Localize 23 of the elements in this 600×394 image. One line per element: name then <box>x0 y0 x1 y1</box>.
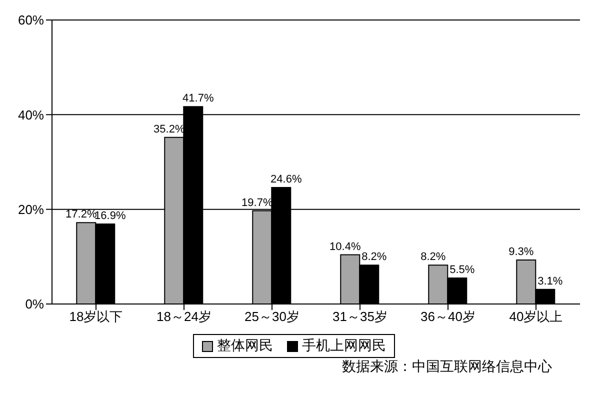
x-tick-label: 25～30岁 <box>244 309 300 324</box>
text: 9.3% <box>508 246 534 258</box>
legend-label: 手机上网网民 <box>301 337 386 355</box>
text: 3.1% <box>538 275 563 288</box>
text: 41.7% <box>182 92 214 105</box>
source-note: 数据来源：中国互联网络信息中心 <box>341 358 553 376</box>
legend-label: 整体网民 <box>216 337 273 355</box>
text: 10.4% <box>330 240 361 253</box>
x-tick-label: 31～35岁 <box>332 309 388 324</box>
x-tick-label: 40岁以上 <box>509 309 563 324</box>
text: 17.2% <box>66 208 97 221</box>
text: 8.2% <box>362 251 387 264</box>
text: 24.6% <box>270 174 302 186</box>
text: 8.2% <box>420 251 446 264</box>
text: 5.5% <box>450 264 475 276</box>
text: 16.9% <box>94 210 126 222</box>
y-tick-label: 0% <box>25 296 44 312</box>
x-tick-label: 18岁以下 <box>69 309 123 324</box>
x-tick-label: 36～40岁 <box>420 309 476 324</box>
y-tick-label: 20% <box>18 202 44 217</box>
y-tick-label: 40% <box>18 107 44 122</box>
x-tick-label: 18～24岁 <box>156 309 212 324</box>
y-tick-label: 60% <box>18 12 44 28</box>
